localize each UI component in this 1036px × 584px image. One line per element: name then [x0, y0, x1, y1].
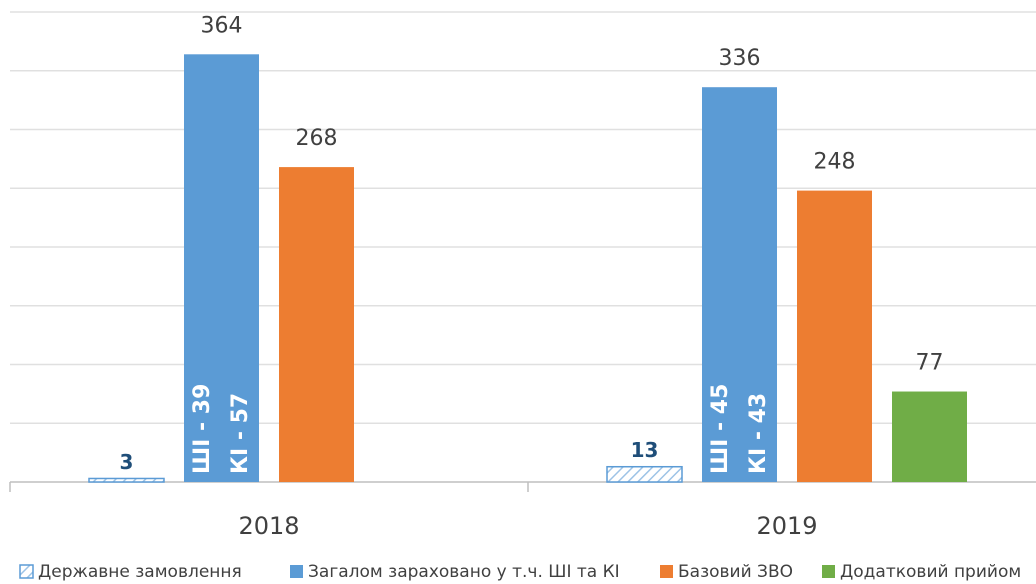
x-tick-label: 2018: [238, 512, 299, 540]
data-label: 13: [631, 438, 659, 462]
data-label: 336: [719, 46, 761, 71]
bar-annotation: ШІ - 39: [190, 384, 215, 474]
bar: [892, 391, 967, 482]
data-label: 364: [201, 13, 243, 38]
legend-label: Загалом зараховано у т.ч. ШІ та КІ: [308, 562, 620, 582]
bar: [279, 167, 354, 482]
legend-swatch: [19, 564, 34, 579]
legend-label: Базовий ЗВО: [678, 562, 793, 582]
data-label: 77: [916, 351, 944, 376]
legend-swatch: [290, 565, 303, 578]
data-label: 3: [120, 450, 134, 474]
data-label: 268: [296, 126, 338, 151]
legend-swatch: [822, 565, 835, 578]
legend-label: Державне замовлення: [38, 562, 242, 582]
bar: [184, 54, 259, 483]
bar: [797, 190, 872, 482]
bar-annotation: КІ - 43: [746, 393, 771, 474]
bar-annotation: КІ - 57: [228, 393, 253, 474]
data-label: 248: [814, 150, 856, 175]
legend-swatch: [660, 565, 673, 578]
bar: [606, 465, 683, 483]
x-tick-label: 2019: [756, 512, 817, 540]
bar: [702, 87, 777, 482]
bar: [88, 477, 165, 483]
bar-annotation: ШІ - 45: [708, 384, 733, 474]
legend-label: Додатковий прийом: [840, 562, 1021, 582]
